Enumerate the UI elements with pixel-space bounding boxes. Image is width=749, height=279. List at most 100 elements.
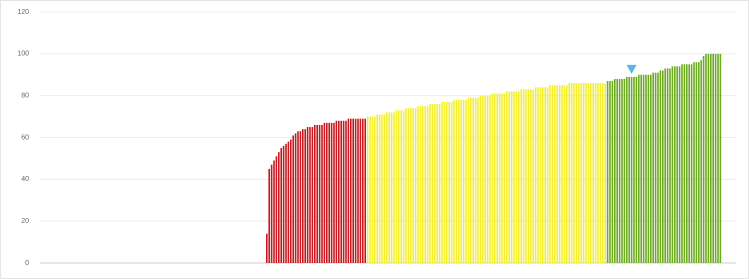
bar (294, 133, 297, 263)
bar (686, 64, 688, 264)
y-tick-label: 100 (17, 51, 29, 58)
bar (609, 81, 611, 264)
bar (455, 99, 458, 263)
bar (390, 112, 393, 264)
bar (676, 66, 678, 263)
bar (357, 118, 359, 263)
bar (638, 74, 640, 263)
bar (498, 93, 501, 263)
bar (278, 152, 280, 263)
bar (506, 91, 508, 263)
bar (299, 131, 302, 263)
bar (275, 156, 278, 263)
bar (662, 70, 664, 263)
bar (695, 62, 698, 264)
bar (518, 91, 520, 263)
bar (674, 66, 676, 263)
bar (412, 108, 414, 263)
bar (539, 87, 542, 263)
bar (693, 62, 695, 264)
bar (465, 99, 467, 263)
bar (347, 118, 350, 263)
bar (566, 85, 568, 263)
bar (472, 97, 474, 263)
bar (580, 83, 582, 263)
bar (633, 76, 635, 263)
bar (326, 122, 328, 263)
bar (522, 89, 525, 264)
bar (460, 99, 462, 263)
bar (537, 87, 539, 263)
bar (285, 143, 287, 263)
bar (669, 68, 671, 263)
bar (458, 99, 460, 263)
bar (549, 85, 551, 263)
bar (707, 53, 710, 264)
bar (645, 74, 647, 263)
bar (712, 53, 714, 264)
bar (453, 99, 455, 263)
bar (362, 118, 364, 263)
bar (618, 78, 621, 263)
bar (268, 168, 270, 263)
bar (323, 122, 326, 263)
bar (690, 64, 693, 264)
bar (558, 85, 561, 263)
bar (678, 66, 681, 263)
bar (590, 83, 592, 263)
bar (474, 97, 477, 263)
bar (659, 70, 662, 263)
y-tick-label: 60 (21, 134, 29, 141)
bar (534, 87, 537, 263)
bar (525, 89, 527, 264)
bar (371, 116, 374, 263)
bar (280, 147, 282, 263)
bar (542, 87, 544, 263)
bar (414, 108, 417, 263)
bar (364, 118, 366, 263)
bar (328, 122, 330, 263)
bar (508, 91, 510, 263)
bar (630, 76, 633, 263)
bar (335, 120, 338, 264)
bar (592, 83, 594, 263)
bar (448, 101, 450, 263)
bar (604, 83, 606, 263)
bar (642, 74, 645, 263)
bar (266, 233, 268, 263)
bar (338, 120, 340, 264)
bar (602, 83, 604, 263)
bar (318, 124, 321, 263)
bar (489, 95, 491, 264)
bar (714, 53, 717, 264)
bar (273, 160, 275, 263)
bar (510, 91, 513, 263)
bar (484, 95, 486, 264)
bar (314, 124, 316, 263)
bar (640, 74, 642, 263)
bar (354, 118, 357, 263)
bar (561, 85, 563, 263)
bar (386, 112, 388, 264)
bar (345, 120, 347, 264)
bar (374, 116, 376, 263)
bar (556, 85, 558, 263)
bar (462, 99, 465, 263)
bar (568, 83, 570, 263)
bar (352, 118, 354, 263)
bar (551, 85, 554, 263)
bar (407, 108, 410, 263)
bar (626, 76, 628, 263)
bar (698, 62, 700, 264)
bar (402, 110, 405, 263)
bar (501, 93, 503, 263)
bar (422, 106, 424, 263)
bar (479, 95, 482, 264)
bar (393, 112, 395, 264)
bar (587, 83, 590, 263)
bar (400, 110, 402, 263)
bar (494, 93, 496, 263)
bar (597, 83, 599, 263)
bar (470, 97, 472, 263)
